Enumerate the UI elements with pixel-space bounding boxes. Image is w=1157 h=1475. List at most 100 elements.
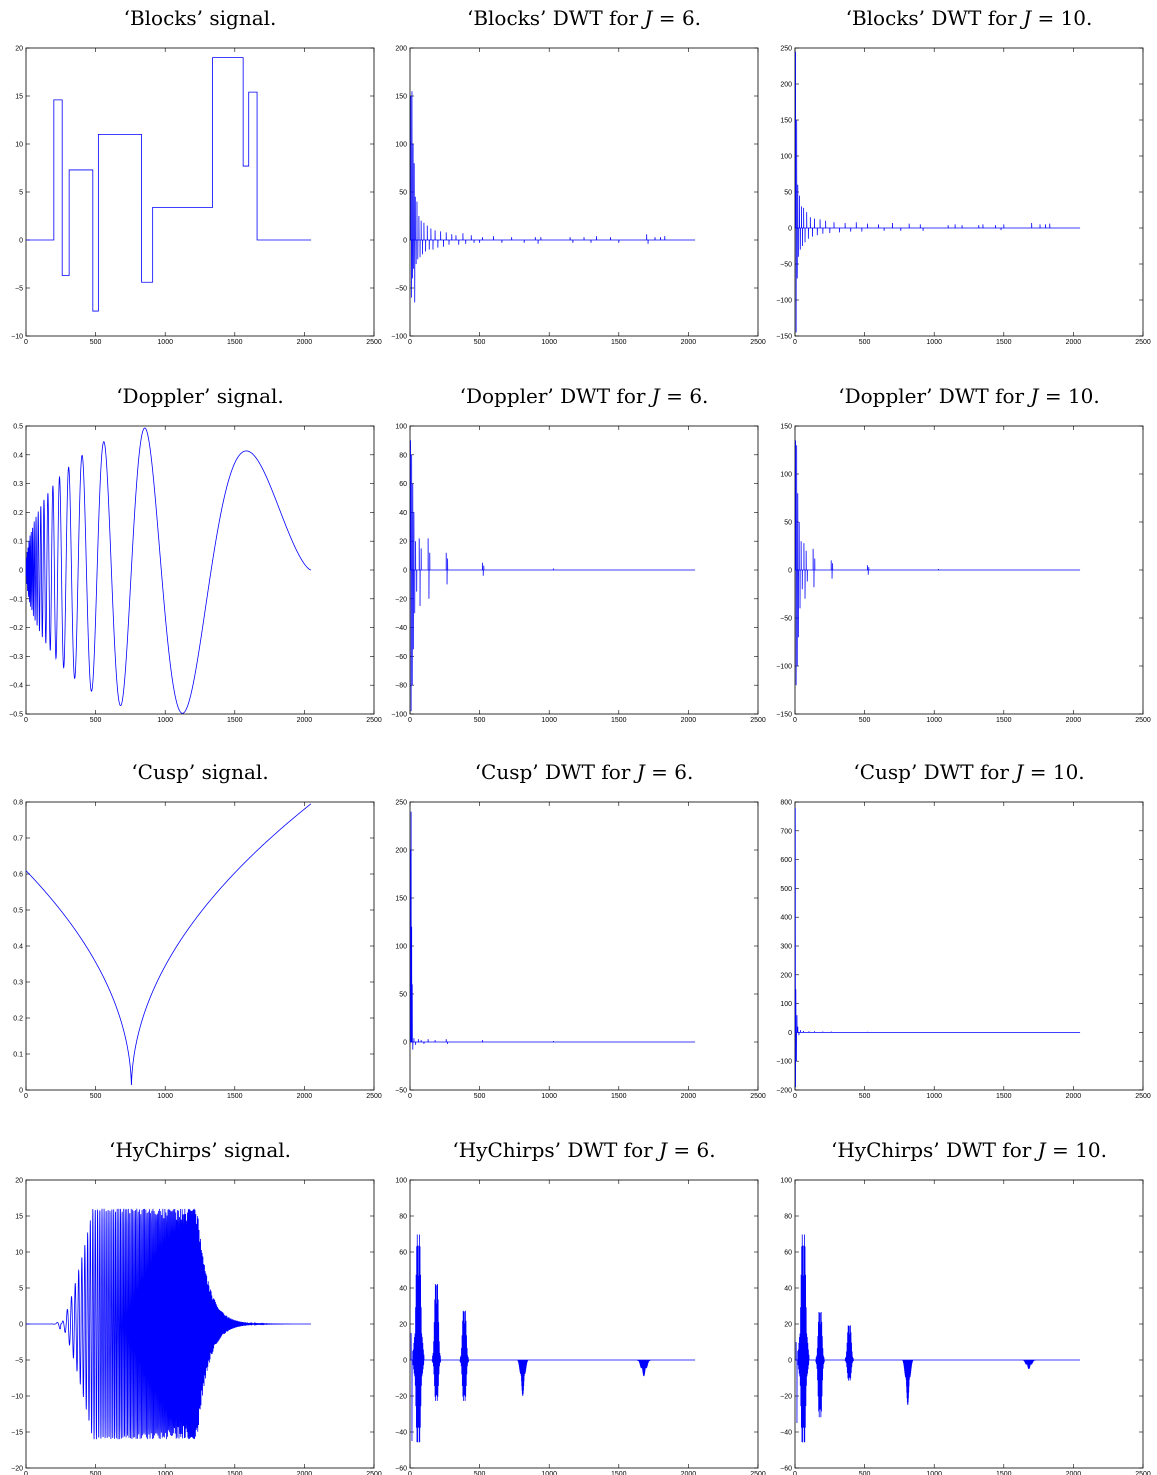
series-line: [795, 440, 1081, 686]
plot-frame: [409, 801, 759, 1091]
y-tick-label: −100: [776, 1059, 792, 1066]
x-tick-label: 1000: [157, 1093, 173, 1100]
x-tick-label: 2000: [681, 339, 697, 346]
x-tick-label: 0: [24, 1471, 28, 1475]
series-line: [410, 811, 696, 1050]
x-tick-label: 2000: [297, 1471, 313, 1475]
y-tick-label: 150: [780, 118, 792, 125]
y-tick-label: 20: [399, 539, 407, 546]
x-tick-label: 1500: [996, 339, 1012, 346]
chart-title-formula: J =: [1023, 6, 1061, 30]
y-tick-label: 500: [780, 886, 792, 893]
x-tick-label: 0: [793, 717, 797, 724]
chart-blocks-signal: 0 500 1000 1500 2000 2500 −10 −5 0 5 10 15 20: [11, 46, 382, 347]
x-tick-label: 2000: [297, 717, 313, 724]
x-tick-label: 1000: [541, 1471, 557, 1475]
y-tick-label: −50: [780, 262, 792, 269]
y-tick-label: 800: [780, 800, 792, 807]
x-tick-label: 500: [90, 1093, 102, 1100]
x-tick-label: 2000: [681, 717, 697, 724]
x-tick-label: 500: [474, 1093, 486, 1100]
y-tick-label: 200: [780, 82, 792, 89]
chart-cusp-signal: 0 500 1000 1500 2000 2500 0 0.1 0.2 0.3 0.4 0.5 0.6 0…: [13, 800, 382, 1101]
chart-doppler-signal: 0 500 1000 1500 2000 2500 −0.5 −0.4 −0.3 −0.2 −0.1…: [9, 424, 382, 725]
chart-title-period: .: [686, 760, 694, 784]
y-tick-label: −0.3: [9, 654, 23, 661]
chart-title-text: ‘HyChirps’ DWT for: [452, 1138, 653, 1162]
x-tick-label: 1500: [611, 1471, 627, 1475]
y-tick-label: 100: [780, 1001, 792, 1008]
x-tick-label: 0: [793, 339, 797, 346]
chart-hychirps-dwt-6: 0 500 1000 1500 2000 2500 −60 −40 −20 0 20 40 60 80 10…: [395, 1178, 766, 1475]
chart-title-formula: J =: [1037, 1138, 1076, 1162]
y-tick-label: 0.2: [13, 1016, 23, 1023]
x-tick-label: 1000: [157, 717, 173, 724]
x-tick-label: 500: [474, 1471, 486, 1475]
y-tick-label: 80: [784, 1214, 792, 1221]
x-tick-label: 2500: [750, 339, 766, 346]
y-tick-label: 40: [399, 510, 407, 517]
y-tick-label: 60: [784, 1250, 792, 1257]
x-tick-label: 500: [90, 1471, 102, 1475]
y-tick-label: −20: [780, 1394, 792, 1401]
chart-title-formula: J =: [1030, 384, 1068, 408]
x-tick-label: 2000: [681, 1471, 697, 1475]
y-tick-label: −20: [395, 596, 407, 603]
y-tick-label: −150: [776, 334, 792, 341]
chart-title: ‘HyChirps’ DWT for J = 10.: [789, 1138, 1149, 1162]
chart-title-j-value: 6: [681, 6, 695, 30]
x-tick-label: 500: [474, 339, 486, 346]
y-tick-label: 0.8: [13, 800, 23, 807]
x-tick-label: 0: [24, 339, 28, 346]
y-tick-label: 100: [780, 1178, 792, 1185]
y-tick-label: 100: [395, 424, 407, 431]
chart-title-text: ‘Cusp’ signal.: [131, 760, 269, 784]
chart-title-period: .: [694, 6, 702, 30]
y-tick-label: 0: [19, 568, 23, 575]
y-tick-label: 0: [19, 1088, 23, 1095]
y-tick-label: 400: [780, 915, 792, 922]
x-tick-label: 2000: [681, 1093, 697, 1100]
y-tick-label: 15: [15, 1214, 23, 1221]
y-tick-label: 150: [780, 424, 792, 431]
x-tick-label: 2500: [1135, 1093, 1151, 1100]
y-tick-label: 300: [780, 944, 792, 951]
y-tick-label: −150: [776, 712, 792, 719]
x-tick-label: 2000: [297, 1093, 313, 1100]
x-tick-label: 1000: [541, 339, 557, 346]
chart-title-j-value: 10: [1067, 384, 1094, 408]
y-tick-label: 0.1: [13, 1052, 23, 1059]
y-tick-label: −50: [780, 616, 792, 623]
y-tick-label: −0.1: [9, 596, 23, 603]
chart-title: ‘Doppler’ DWT for J = 10.: [789, 384, 1149, 408]
y-tick-label: 250: [780, 46, 792, 53]
y-tick-label: −40: [395, 1430, 407, 1437]
chart-doppler-dwt-6: 0 500 1000 1500 2000 2500 −100 −80 −60 −40 −20 0 20 4…: [391, 424, 766, 725]
y-tick-label: 250: [395, 800, 407, 807]
chart-hychirps-dwt-10: 0 500 1000 1500 2000 2500 −60 −40 −20 0 20 40 60 80 10…: [780, 1178, 1151, 1475]
series-line: [410, 91, 696, 303]
y-tick-label: −80: [395, 683, 407, 690]
y-tick-label: 10: [15, 1250, 23, 1257]
y-tick-label: 100: [780, 154, 792, 161]
y-tick-label: 0: [19, 238, 23, 245]
chart-title-j-value: 10: [1052, 760, 1079, 784]
y-tick-label: 100: [395, 1178, 407, 1185]
x-tick-label: 0: [408, 1093, 412, 1100]
x-tick-label: 500: [474, 717, 486, 724]
x-tick-label: 1500: [996, 1471, 1012, 1475]
y-tick-label: −40: [780, 1430, 792, 1437]
x-tick-label: 500: [859, 717, 871, 724]
x-tick-label: 2000: [1066, 717, 1082, 724]
y-tick-label: 20: [784, 1322, 792, 1329]
y-tick-label: −50: [395, 1088, 407, 1095]
y-tick-label: 0: [788, 568, 792, 575]
chart-title-formula: J =: [1015, 760, 1053, 784]
chart-title-text: ‘Doppler’ signal.: [116, 384, 284, 408]
x-tick-label: 500: [90, 339, 102, 346]
chart-hychirps-signal: 0 500 1000 1500 2000 2500 −20 −15 −10 −5 0 5 10 15 20: [11, 1178, 382, 1475]
y-tick-label: −5: [15, 1358, 23, 1365]
x-tick-label: 1000: [926, 1093, 942, 1100]
chart-blocks-dwt-10: 0 500 1000 1500 2000 2500 −150 −100 −50 0 50 100 150…: [776, 46, 1151, 347]
chart-title-j-value: 10: [1060, 6, 1087, 30]
